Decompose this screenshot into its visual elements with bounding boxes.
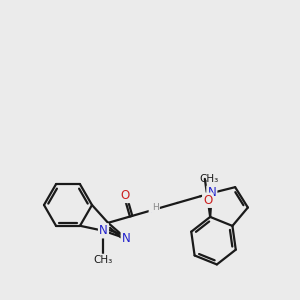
Text: H: H — [152, 203, 159, 212]
Text: O: O — [121, 189, 130, 202]
Text: CH₃: CH₃ — [94, 255, 113, 265]
Text: O: O — [203, 194, 212, 207]
Text: N: N — [150, 203, 159, 216]
Text: CH₃: CH₃ — [199, 174, 218, 184]
Text: N: N — [99, 224, 108, 237]
Text: N: N — [122, 232, 130, 245]
Text: N: N — [208, 187, 216, 200]
